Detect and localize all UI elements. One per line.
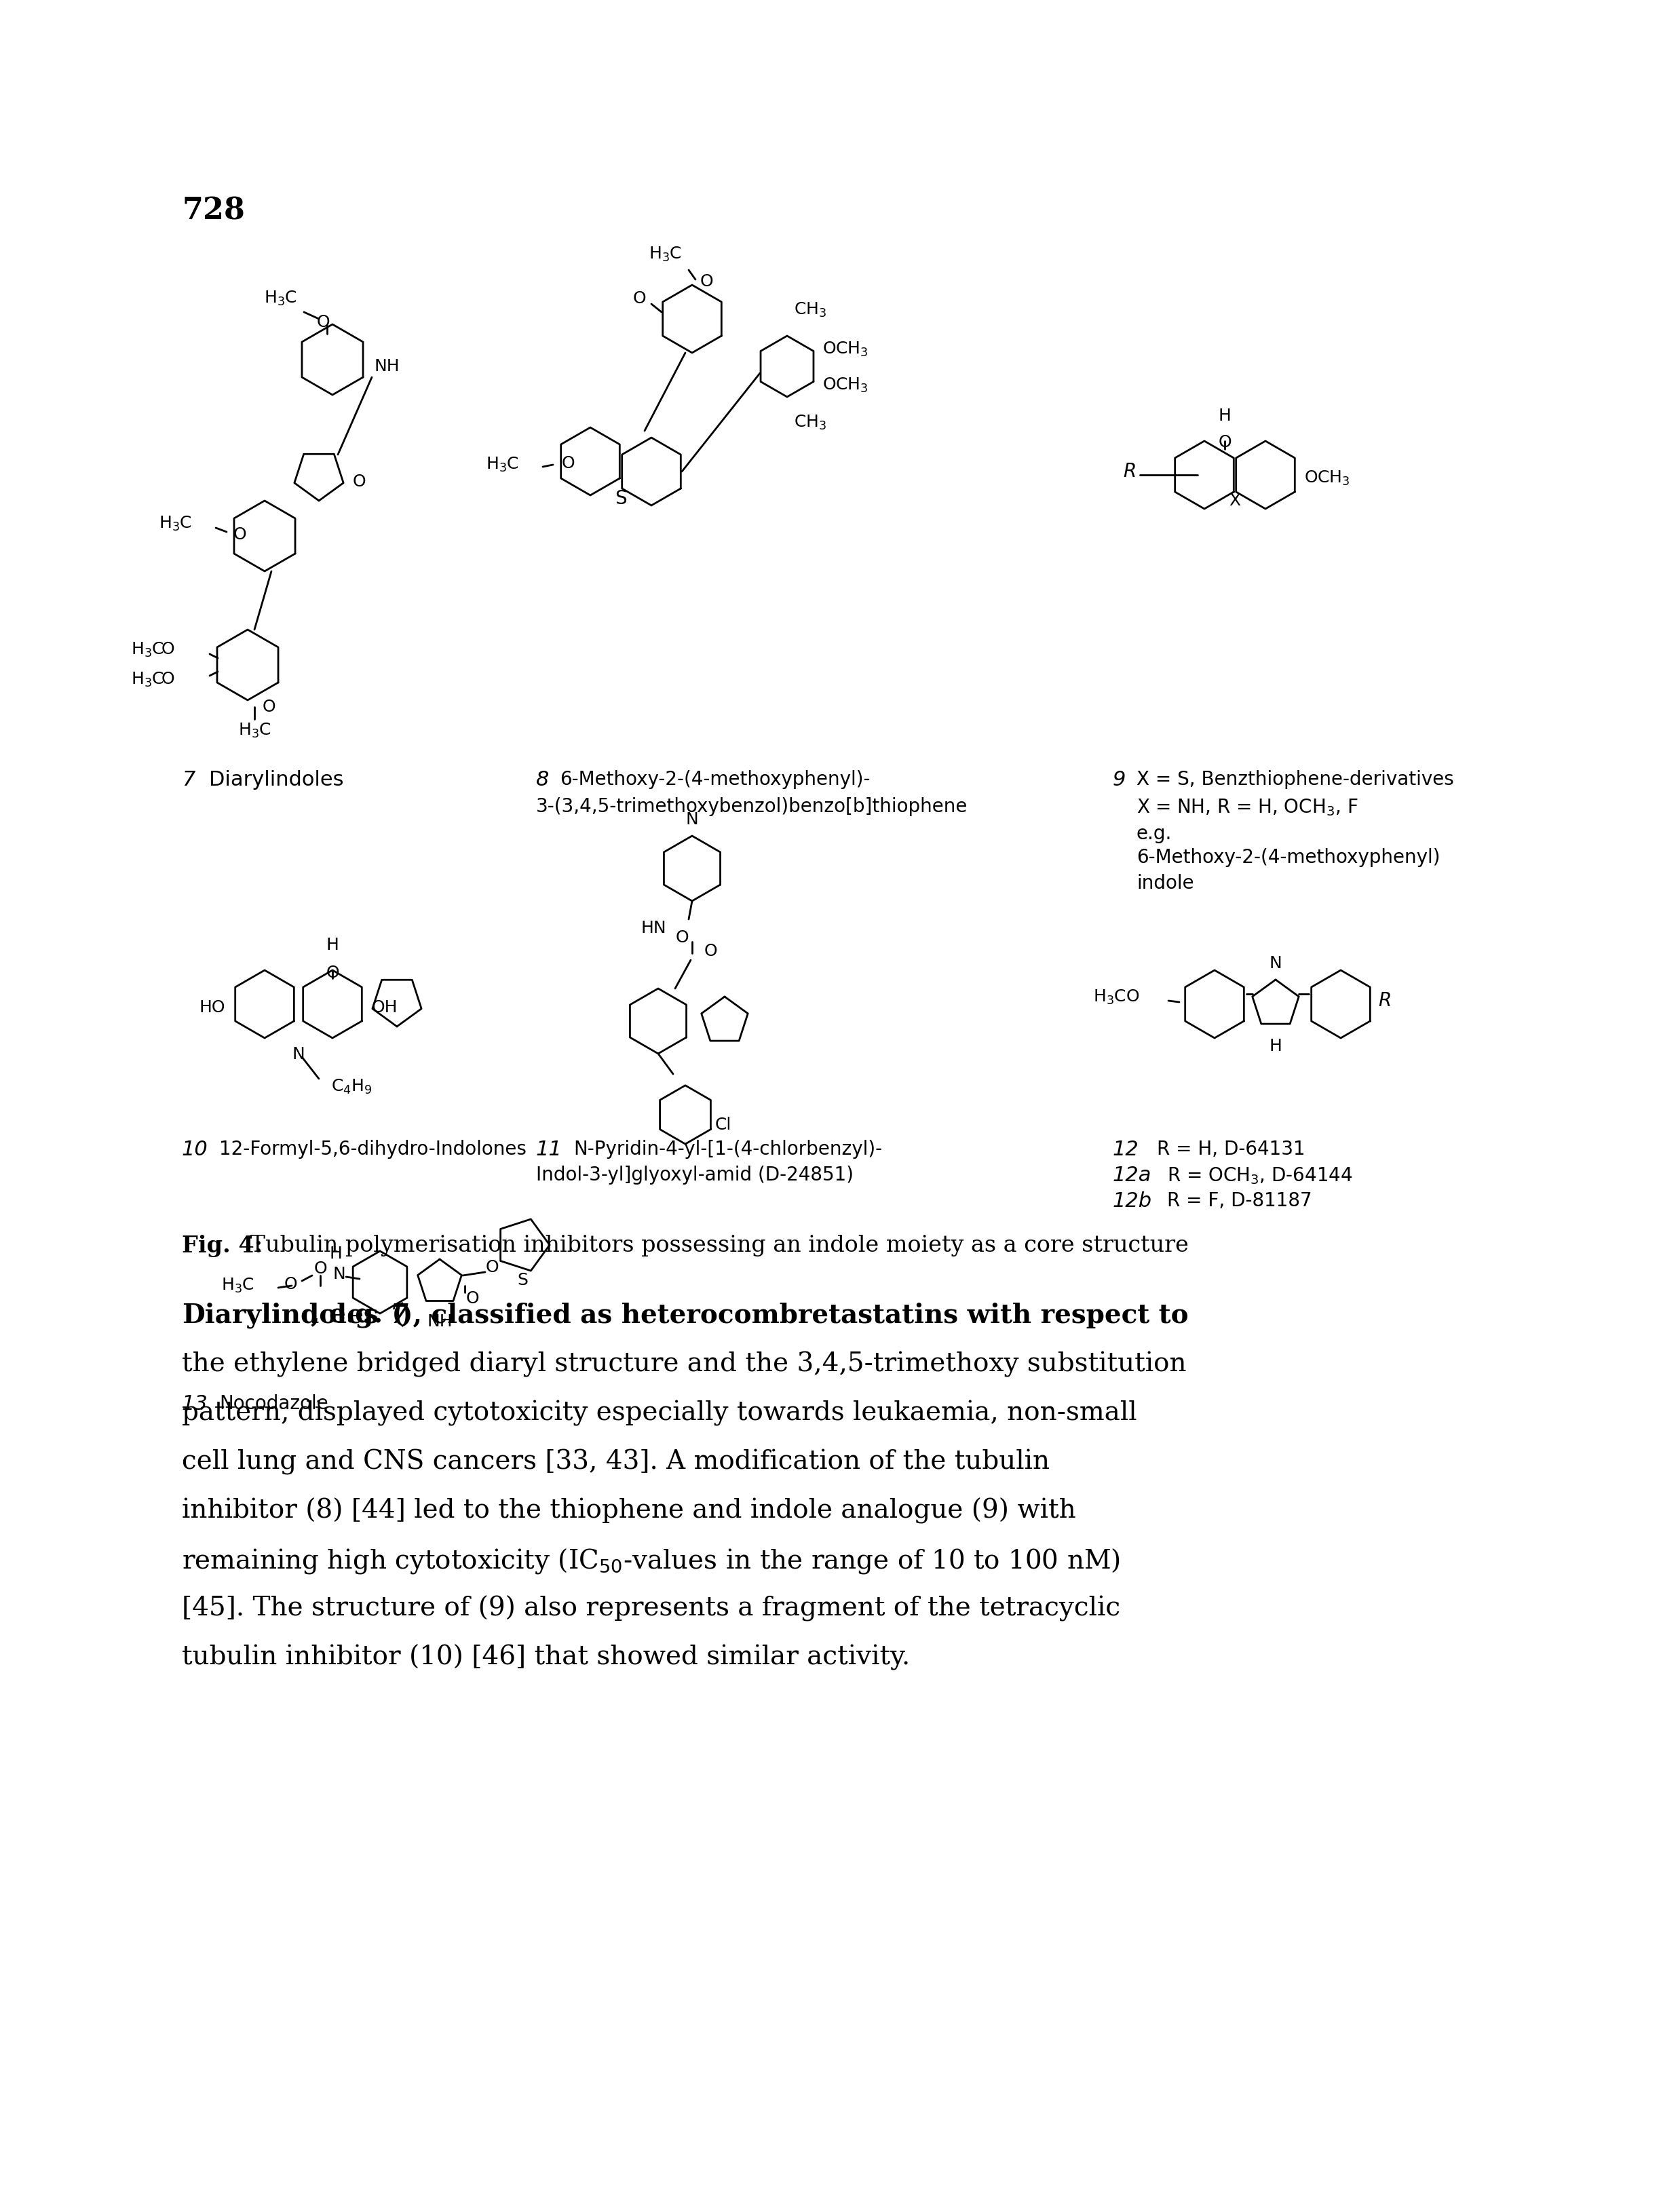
Text: H$_3$C: H$_3$C <box>264 289 297 306</box>
Text: O: O <box>234 527 247 543</box>
Text: R = F, D-81187: R = F, D-81187 <box>1168 1190 1312 1210</box>
Text: the ethylene bridged diaryl structure and the 3,4,5-trimethoxy substitution: the ethylene bridged diaryl structure an… <box>181 1352 1186 1376</box>
Text: R: R <box>1378 991 1391 1011</box>
Text: H: H <box>1218 407 1231 424</box>
Text: 728: 728 <box>181 197 245 225</box>
Text: O: O <box>704 943 717 958</box>
Text: 13: 13 <box>181 1394 208 1413</box>
Text: O: O <box>675 930 689 945</box>
Text: H: H <box>329 1245 343 1262</box>
Text: , e.g. (: , e.g. ( <box>311 1302 405 1328</box>
Text: Diarylindoles: Diarylindoles <box>181 1302 378 1328</box>
Text: $\!$OCH$_3$: $\!$OCH$_3$ <box>823 341 869 359</box>
Text: Cl: Cl <box>714 1116 731 1133</box>
Text: HN: HN <box>640 919 667 936</box>
Text: H: H <box>1268 1037 1282 1055</box>
Text: 8: 8 <box>536 770 549 790</box>
Text: Fig. 4:: Fig. 4: <box>181 1234 262 1258</box>
Text: 6-Methoxy-2-(4-methoxyphenyl): 6-Methoxy-2-(4-methoxyphenyl) <box>1136 849 1440 866</box>
Text: S: S <box>517 1271 528 1289</box>
Text: 3-(3,4,5-trimethoxybenzol)benzo[b]thiophene: 3-(3,4,5-trimethoxybenzol)benzo[b]thioph… <box>536 796 968 816</box>
Text: N: N <box>292 1046 304 1063</box>
Text: O: O <box>316 315 329 330</box>
Text: pattern, displayed cytotoxicity especially towards leukaemia, non-small: pattern, displayed cytotoxicity especial… <box>181 1400 1137 1427</box>
Text: H$_3$C$\!$O: H$_3$C$\!$O <box>131 672 175 689</box>
Text: ), classified as heterocombretastatins with respect to: ), classified as heterocombretastatins w… <box>400 1302 1188 1328</box>
Text: remaining high cytotoxicity (IC$_{50}$-values in the range of 10 to 100 nM): remaining high cytotoxicity (IC$_{50}$-v… <box>181 1547 1121 1575</box>
Text: R = OCH$_3$, D-64144: R = OCH$_3$, D-64144 <box>1168 1166 1352 1186</box>
Text: indole: indole <box>1136 873 1194 893</box>
Text: Tubulin polymerisation inhibitors possessing an indole moiety as a core structur: Tubulin polymerisation inhibitors posses… <box>244 1234 1189 1256</box>
Text: H: H <box>326 936 339 954</box>
Text: H$_3$CO: H$_3$CO <box>1094 989 1141 1006</box>
Text: cell lung and CNS cancers [33, 43]. A modification of the tubulin: cell lung and CNS cancers [33, 43]. A mo… <box>181 1448 1050 1475</box>
Text: Indol-3-yl]glyoxyl-amid (D-24851): Indol-3-yl]glyoxyl-amid (D-24851) <box>536 1166 853 1184</box>
Text: 7: 7 <box>181 770 195 790</box>
Text: HO: HO <box>200 1000 225 1015</box>
Text: CH$_3$: CH$_3$ <box>795 302 827 319</box>
Text: O: O <box>486 1260 499 1276</box>
Text: 12: 12 <box>1112 1140 1139 1160</box>
Text: N: N <box>1270 956 1282 971</box>
Text: 10: 10 <box>181 1140 208 1160</box>
Text: O: O <box>561 455 575 473</box>
Text: H$_3$C: H$_3$C <box>486 455 519 473</box>
Text: O: O <box>701 274 714 289</box>
Text: CH$_3$: CH$_3$ <box>795 414 827 431</box>
Text: O: O <box>262 698 276 715</box>
Text: 12b: 12b <box>1112 1190 1152 1210</box>
Text: O: O <box>284 1276 297 1293</box>
Text: O: O <box>353 473 366 490</box>
Text: X = S, Benzthiophene-derivatives: X = S, Benzthiophene-derivatives <box>1136 770 1453 790</box>
Text: C$_4$H$_9$: C$_4$H$_9$ <box>331 1079 373 1096</box>
Text: R = H, D-64131: R = H, D-64131 <box>1158 1140 1305 1160</box>
Text: Diarylindoles: Diarylindoles <box>208 770 344 790</box>
Text: $\!$OCH$_3$: $\!$OCH$_3$ <box>1305 470 1351 488</box>
Text: N: N <box>685 812 699 827</box>
Text: N-Pyridin-4-yl-[1-(4-chlorbenzyl)-: N-Pyridin-4-yl-[1-(4-chlorbenzyl)- <box>573 1140 882 1160</box>
Text: R: R <box>1124 462 1136 481</box>
Text: H$_3$C: H$_3$C <box>222 1278 254 1295</box>
Text: inhibitor (8) [44] led to the thiophene and indole analogue (9) with: inhibitor (8) [44] led to the thiophene … <box>181 1499 1075 1525</box>
Text: NH: NH <box>375 359 400 374</box>
Text: X: X <box>1230 492 1242 510</box>
Text: S: S <box>615 490 627 508</box>
Text: OH: OH <box>371 1000 398 1015</box>
Text: e.g.: e.g. <box>1136 825 1173 842</box>
Text: 9: 9 <box>1112 770 1126 790</box>
Text: 12-Formyl-5,6-dihydro-Indolones: 12-Formyl-5,6-dihydro-Indolones <box>218 1140 526 1160</box>
Text: H$_3$C: H$_3$C <box>239 722 270 740</box>
Text: O: O <box>314 1260 328 1278</box>
Text: O: O <box>465 1291 479 1306</box>
Text: 11: 11 <box>536 1140 563 1160</box>
Text: H$_3$C: H$_3$C <box>648 245 682 263</box>
Text: N: N <box>333 1267 346 1282</box>
Text: H$_3$C$\!$O: H$_3$C$\!$O <box>131 641 175 659</box>
Text: $\!$OCH$_3$: $\!$OCH$_3$ <box>823 376 869 394</box>
Text: Nocodazole: Nocodazole <box>218 1394 328 1413</box>
Text: H$_3$C: H$_3$C <box>160 514 192 532</box>
Text: [45]. The structure of (9) also represents a fragment of the tetracyclic: [45]. The structure of (9) also represen… <box>181 1595 1121 1621</box>
Text: O: O <box>326 965 339 980</box>
Text: 7: 7 <box>390 1302 408 1328</box>
Text: 12a: 12a <box>1112 1166 1152 1186</box>
Text: 6-Methoxy-2-(4-methoxyphenyl)-: 6-Methoxy-2-(4-methoxyphenyl)- <box>559 770 870 790</box>
Text: tubulin inhibitor (10) [46] that showed similar activity.: tubulin inhibitor (10) [46] that showed … <box>181 1645 911 1672</box>
Text: O: O <box>1218 433 1231 451</box>
Text: O: O <box>633 291 645 306</box>
Text: NH: NH <box>427 1313 452 1330</box>
Text: X = NH, R = H, OCH$_3$, F: X = NH, R = H, OCH$_3$, F <box>1136 796 1357 818</box>
